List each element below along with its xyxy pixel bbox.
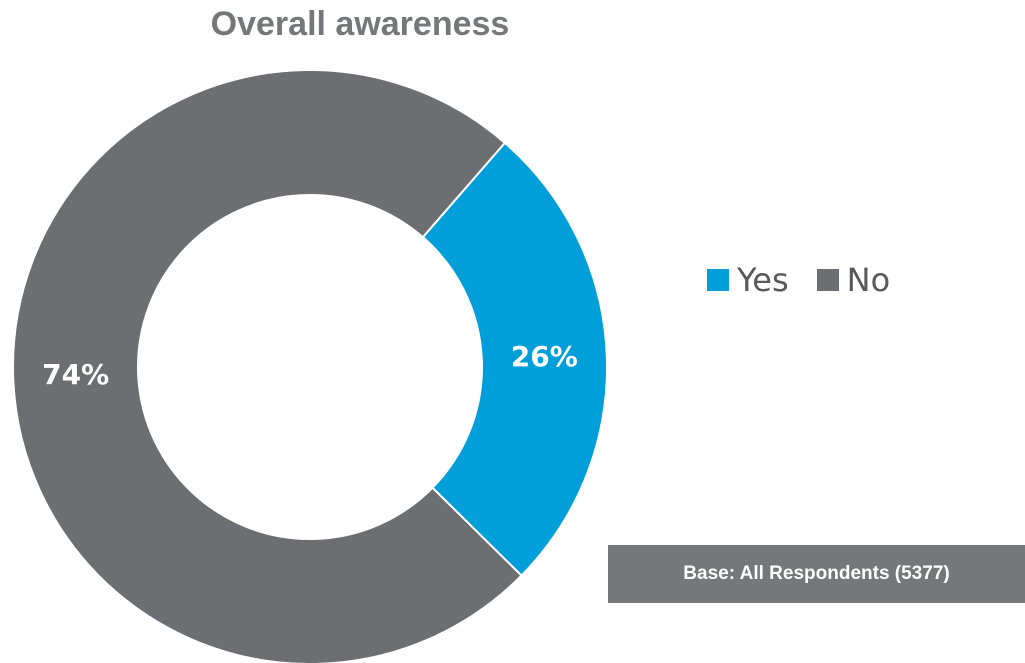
base-note: Base: All Respondents (5377) <box>608 545 1025 603</box>
data-label-no: 74% <box>42 358 109 391</box>
donut-slice-no <box>12 69 523 663</box>
donut-chart: 26% 74% <box>12 69 608 663</box>
legend-label-yes: Yes <box>737 261 789 299</box>
donut-slice-yes <box>421 141 608 577</box>
legend: Yes No <box>707 258 918 302</box>
legend-item-yes: Yes <box>707 260 789 300</box>
data-label-yes: 26% <box>511 340 578 373</box>
chart-title: Overall awareness <box>210 5 510 43</box>
legend-swatch-yes <box>707 269 729 291</box>
legend-label-no: No <box>846 261 891 299</box>
legend-swatch-no <box>816 269 839 291</box>
legend-item-no: No <box>816 260 891 300</box>
